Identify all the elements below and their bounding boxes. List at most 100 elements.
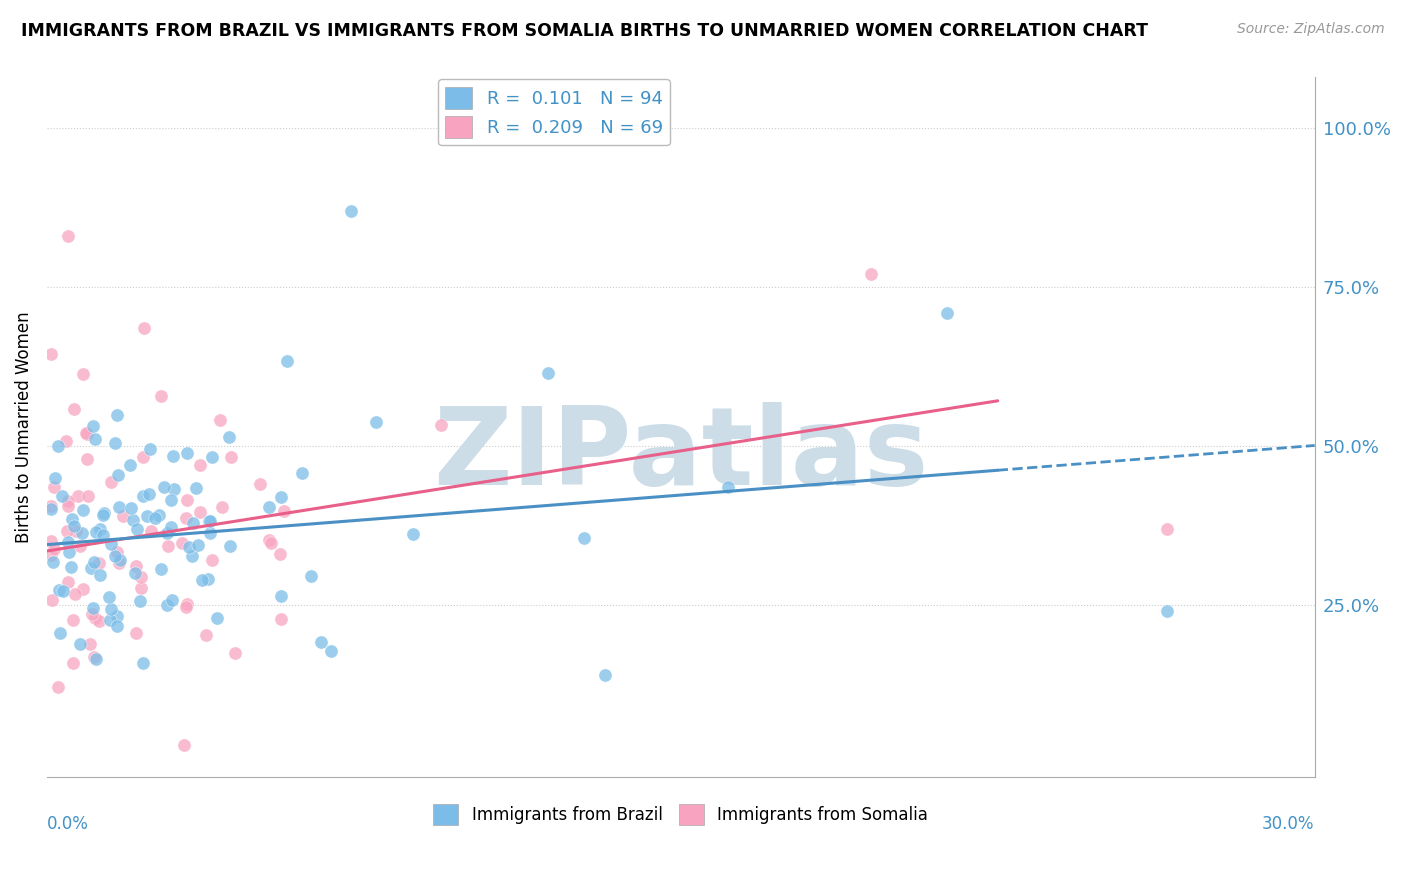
Point — [108, 500, 131, 515]
Legend: R =  0.101   N = 94, R =  0.209   N = 69: R = 0.101 N = 94, R = 0.209 N = 69 — [437, 79, 671, 145]
Point — [93, 506, 115, 520]
Point — [58, 545, 80, 559]
Point — [125, 559, 148, 574]
Point — [104, 435, 127, 450]
Point — [98, 613, 121, 627]
Point — [46, 439, 69, 453]
Point — [180, 549, 202, 563]
Point — [87, 614, 110, 628]
Point — [62, 511, 84, 525]
Point — [48, 583, 70, 598]
Point — [153, 480, 176, 494]
Point — [46, 680, 69, 694]
Point — [173, 738, 195, 752]
Point — [51, 489, 73, 503]
Point — [162, 449, 184, 463]
Point — [221, 450, 243, 464]
Point — [79, 637, 101, 651]
Text: 0.0%: 0.0% — [46, 815, 89, 833]
Point — [172, 536, 194, 550]
Point — [150, 389, 173, 403]
Point — [859, 268, 882, 282]
Text: ZIPatlas: ZIPatlas — [433, 402, 928, 508]
Point — [160, 492, 183, 507]
Point — [139, 524, 162, 538]
Point — [299, 569, 322, 583]
Point — [201, 553, 224, 567]
Point — [80, 561, 103, 575]
Point — [39, 499, 62, 513]
Point — [65, 524, 87, 539]
Point — [364, 415, 387, 429]
Point — [717, 480, 740, 494]
Point — [77, 489, 100, 503]
Point — [187, 538, 209, 552]
Point — [260, 536, 283, 550]
Point — [160, 592, 183, 607]
Point — [156, 598, 179, 612]
Y-axis label: Births to Unmarried Women: Births to Unmarried Women — [15, 311, 32, 543]
Point — [56, 494, 79, 508]
Point — [39, 502, 62, 516]
Point — [69, 637, 91, 651]
Point — [83, 611, 105, 625]
Point — [205, 611, 228, 625]
Point — [87, 556, 110, 570]
Point — [91, 528, 114, 542]
Point — [129, 570, 152, 584]
Point — [62, 613, 84, 627]
Point — [56, 534, 79, 549]
Point — [176, 600, 198, 615]
Point — [124, 566, 146, 580]
Point — [209, 412, 232, 426]
Point — [72, 582, 94, 597]
Point — [42, 480, 65, 494]
Point — [39, 347, 62, 361]
Point — [44, 471, 66, 485]
Point — [132, 489, 155, 503]
Point — [198, 514, 221, 528]
Point — [100, 475, 122, 489]
Point — [174, 511, 197, 525]
Point — [82, 600, 104, 615]
Point — [163, 483, 186, 497]
Point — [41, 593, 63, 607]
Point — [56, 229, 79, 244]
Point — [270, 612, 292, 626]
Point — [108, 556, 131, 570]
Point — [105, 619, 128, 633]
Point — [276, 353, 298, 368]
Point — [139, 442, 162, 456]
Point — [218, 539, 240, 553]
Point — [108, 553, 131, 567]
Point — [48, 626, 70, 640]
Point — [132, 450, 155, 465]
Point — [39, 549, 62, 563]
Point — [75, 425, 97, 440]
Point — [257, 533, 280, 548]
Point — [200, 526, 222, 541]
Point — [430, 418, 453, 433]
Point — [402, 526, 425, 541]
Point — [105, 609, 128, 624]
Point — [63, 587, 86, 601]
Point — [160, 520, 183, 534]
Point — [269, 547, 291, 561]
Point — [176, 492, 198, 507]
Point — [83, 555, 105, 569]
Point — [340, 203, 363, 218]
Point — [69, 540, 91, 554]
Point — [84, 432, 107, 446]
Point — [83, 650, 105, 665]
Point — [60, 559, 83, 574]
Point — [270, 589, 292, 603]
Point — [181, 516, 204, 530]
Point — [129, 581, 152, 595]
Point — [311, 635, 333, 649]
Point — [150, 562, 173, 576]
Point — [120, 500, 142, 515]
Point — [270, 491, 292, 505]
Point — [56, 524, 79, 539]
Point — [89, 522, 111, 536]
Point — [84, 525, 107, 540]
